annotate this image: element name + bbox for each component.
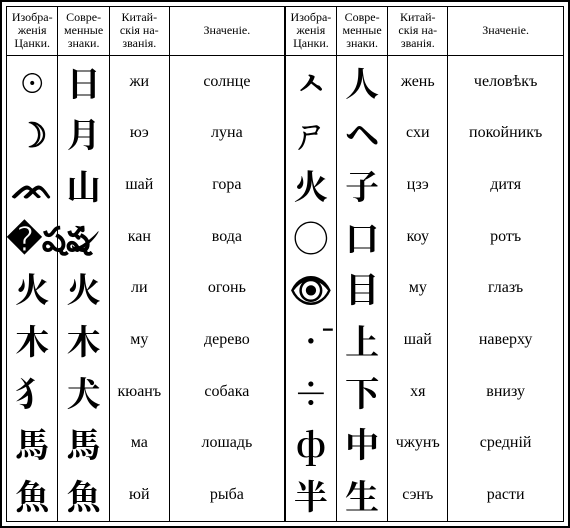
table-row: 火火лиогонь👁︎目муглазъ <box>7 262 564 314</box>
table-row: ☽月юэлунаㄕヘсхипокойникъ <box>7 107 564 159</box>
chinese-name: жень <box>388 55 448 107</box>
ancient-glyph: ф <box>285 417 336 469</box>
meaning: дерево <box>169 314 285 366</box>
meaning: огонь <box>169 262 285 314</box>
header-col2: Совре- менные знаки. <box>58 7 109 56</box>
table-row: 木木мудерево•̄上шайнаверху <box>7 314 564 366</box>
modern-sign: 犬 <box>58 366 109 418</box>
chinese-name: му <box>388 262 448 314</box>
modern-sign: 魚 <box>58 469 109 521</box>
table: Изобра- женія Цанки. Совре- менные знаки… <box>6 6 564 522</box>
ancient-glyph: ÷ <box>285 366 336 418</box>
meaning: внизу <box>448 366 564 418</box>
chinese-name: юй <box>109 469 169 521</box>
modern-sign: 日 <box>58 55 109 107</box>
table-row: 犭犬кюанъсобака÷下хявнизу <box>7 366 564 418</box>
modern-sign: 子 <box>336 159 387 211</box>
chinese-name: кюанъ <box>109 366 169 418</box>
table-row: 馬馬малошадьф中чжунъсредній <box>7 417 564 469</box>
meaning: расти <box>448 469 564 521</box>
chinese-name: чжунъ <box>388 417 448 469</box>
ancient-glyph: 火 <box>7 262 58 314</box>
meaning: рыба <box>169 469 285 521</box>
ancient-glyph: 魚 <box>7 469 58 521</box>
header-col7: Китай- скія на- званія. <box>388 7 448 56</box>
header-col6: Совре- менные знаки. <box>336 7 387 56</box>
meaning: лошадь <box>169 417 285 469</box>
chinese-name: шай <box>109 159 169 211</box>
ancient-glyph: 犭 <box>7 366 58 418</box>
meaning: дитя <box>448 159 564 211</box>
meaning: человѣкъ <box>448 55 564 107</box>
chinese-name: му <box>109 314 169 366</box>
modern-sign: 火 <box>58 262 109 314</box>
ancient-glyph: 木 <box>7 314 58 366</box>
header-col3: Китай- скія на- званія. <box>109 7 169 56</box>
modern-sign: 山 <box>58 159 109 211</box>
ancient-glyph: ᨏ <box>7 159 58 211</box>
ancient-glyph: ☽ <box>7 107 58 159</box>
table-row: ☉日жисолнцеㅅ人женьчеловѣкъ <box>7 55 564 107</box>
ancient-glyph: •̄ <box>285 314 336 366</box>
table-row: �షషシканвода◯口коуротъ <box>7 211 564 263</box>
meaning: ротъ <box>448 211 564 263</box>
modern-sign: 馬 <box>58 417 109 469</box>
chinese-name: шай <box>388 314 448 366</box>
modern-sign: 中 <box>336 417 387 469</box>
modern-sign: 木 <box>58 314 109 366</box>
modern-sign: 目 <box>336 262 387 314</box>
chinese-name: хя <box>388 366 448 418</box>
ancient-glyph: �షష <box>7 211 58 263</box>
header-col4: Значеніе. <box>169 7 285 56</box>
meaning: собака <box>169 366 285 418</box>
header-col8: Значеніе. <box>448 7 564 56</box>
meaning: луна <box>169 107 285 159</box>
meaning: гора <box>169 159 285 211</box>
meaning: наверху <box>448 314 564 366</box>
meaning: средній <box>448 417 564 469</box>
chinese-name: схи <box>388 107 448 159</box>
modern-sign: 上 <box>336 314 387 366</box>
modern-sign: ヘ <box>336 107 387 159</box>
chinese-name: жи <box>109 55 169 107</box>
table-row: ᨏ山шайгора⽕子цзэдитя <box>7 159 564 211</box>
chinese-name: ли <box>109 262 169 314</box>
meaning: вода <box>169 211 285 263</box>
chinese-name: ма <box>109 417 169 469</box>
modern-sign: 月 <box>58 107 109 159</box>
modern-sign: 人 <box>336 55 387 107</box>
modern-sign: 下 <box>336 366 387 418</box>
ancient-glyph: ㄕ <box>285 107 336 159</box>
chinese-characters-table: Изобра- женія Цанки. Совре- менные знаки… <box>0 0 570 528</box>
header-col5: Изобра- женія Цанки. <box>285 7 336 56</box>
chinese-name: кан <box>109 211 169 263</box>
ancient-glyph: ㅅ <box>285 55 336 107</box>
meaning: глазъ <box>448 262 564 314</box>
table-row: 魚魚юйрыба半生сэнърасти <box>7 469 564 521</box>
ancient-glyph: 馬 <box>7 417 58 469</box>
chinese-name: цзэ <box>388 159 448 211</box>
meaning: покойникъ <box>448 107 564 159</box>
ancient-glyph: ◯ <box>285 211 336 263</box>
chinese-name: юэ <box>109 107 169 159</box>
modern-sign: 口 <box>336 211 387 263</box>
meaning: солнце <box>169 55 285 107</box>
chinese-name: коу <box>388 211 448 263</box>
ancient-glyph: ⽕ <box>285 159 336 211</box>
chinese-name: сэнъ <box>388 469 448 521</box>
header-row: Изобра- женія Цанки. Совре- менные знаки… <box>7 7 564 56</box>
ancient-glyph: ☉ <box>7 55 58 107</box>
ancient-glyph: 半 <box>285 469 336 521</box>
ancient-glyph: 👁︎ <box>285 262 336 314</box>
header-col1: Изобра- женія Цанки. <box>7 7 58 56</box>
modern-sign: 生 <box>336 469 387 521</box>
